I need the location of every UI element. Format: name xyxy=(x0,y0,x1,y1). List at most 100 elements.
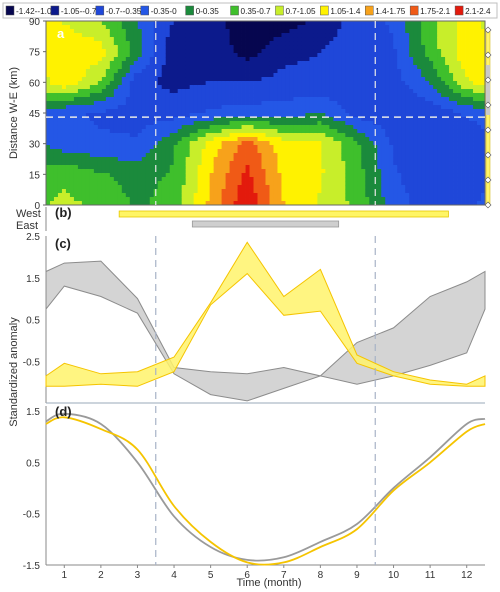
heatmap-cell xyxy=(337,173,342,178)
heatmap-cell xyxy=(333,193,338,198)
heatmap-cell xyxy=(69,69,75,74)
heatmap-cell xyxy=(69,149,75,154)
heatmap-cell xyxy=(421,57,426,62)
heatmap-cell xyxy=(221,57,226,62)
heatmap-cell xyxy=(297,173,302,178)
heatmap-cell xyxy=(161,113,167,118)
heatmap-cell xyxy=(289,165,294,170)
heatmap-cell xyxy=(53,153,59,158)
heatmap-cell xyxy=(289,185,294,190)
heatmap-cell xyxy=(161,69,167,74)
heatmap-cell xyxy=(329,65,334,70)
heatmap-cell xyxy=(213,137,219,142)
heatmap-cell xyxy=(337,129,342,134)
heatmap-cell xyxy=(421,105,426,110)
heatmap-cell xyxy=(217,161,222,166)
heatmap-cell xyxy=(401,129,406,134)
legend-swatch xyxy=(5,5,15,16)
heatmap-cell xyxy=(137,177,143,182)
heatmap-cell xyxy=(397,149,402,154)
heatmap-cell xyxy=(165,85,171,90)
heatmap-cell xyxy=(289,177,294,182)
heatmap-cell xyxy=(269,21,274,26)
heatmap-cell xyxy=(389,37,394,42)
heatmap-cell xyxy=(157,85,163,90)
heatmap-cell xyxy=(213,173,219,178)
heatmap-cell xyxy=(325,45,330,50)
heatmap-cell xyxy=(157,69,163,74)
heatmap-cell xyxy=(46,97,51,102)
heatmap-cell xyxy=(189,153,195,158)
heatmap-cell xyxy=(105,177,111,182)
heatmap-cell xyxy=(101,57,107,62)
heatmap-cell xyxy=(297,113,302,118)
heatmap-cell xyxy=(317,93,322,98)
heatmap-cell xyxy=(389,197,394,202)
heatmap-cell xyxy=(461,29,466,34)
heatmap-cell xyxy=(153,149,159,154)
heatmap-cell xyxy=(169,185,175,190)
heatmap-cell xyxy=(309,137,314,142)
heatmap-cell xyxy=(125,161,131,166)
heatmap-cell xyxy=(77,25,83,30)
heatmap-cell xyxy=(49,77,55,82)
heatmap-cell xyxy=(221,45,226,50)
heatmap-cell xyxy=(441,77,446,82)
heatmap-cell xyxy=(121,165,127,170)
heatmap-cell xyxy=(229,41,234,46)
heatmap-cell xyxy=(309,121,314,126)
heatmap-cell xyxy=(437,133,442,138)
heatmap-cell xyxy=(369,33,374,38)
heatmap-cell xyxy=(145,189,151,194)
heatmap-cell xyxy=(457,109,462,114)
heatmap-cell xyxy=(177,113,183,118)
heatmap-cell xyxy=(325,33,330,38)
heatmap-cell xyxy=(269,161,274,166)
heatmap-cell xyxy=(369,129,374,134)
heatmap-cell xyxy=(293,117,298,122)
heatmap-cell xyxy=(217,133,222,138)
heatmap-cell xyxy=(281,61,286,66)
heatmap-cell xyxy=(305,73,310,78)
heatmap-cell xyxy=(157,145,163,150)
heatmap-cell xyxy=(413,21,418,26)
heatmap-cell xyxy=(221,61,226,66)
heatmap-cell xyxy=(77,173,83,178)
heatmap-cell xyxy=(305,97,310,102)
heatmap-cell xyxy=(457,21,462,26)
heatmap-cell xyxy=(433,53,438,58)
heatmap-cell xyxy=(309,125,314,130)
heatmap-cell xyxy=(269,125,274,130)
heatmap-cell xyxy=(461,201,466,206)
heatmap-cell xyxy=(313,101,318,106)
heatmap-cell xyxy=(253,193,258,198)
heatmap-cell xyxy=(365,57,370,62)
heatmap-cell xyxy=(89,153,95,158)
heatmap-cell xyxy=(329,165,334,170)
heatmap-cell xyxy=(405,25,410,30)
heatmap-cell xyxy=(465,33,470,38)
heatmap-cell xyxy=(433,65,438,70)
heatmap-cell xyxy=(449,153,454,158)
heatmap-cell xyxy=(101,69,107,74)
heatmap-cell xyxy=(249,85,254,90)
heatmap-cell xyxy=(337,105,342,110)
heatmap-cell xyxy=(405,53,410,58)
heatmap-cell xyxy=(409,157,414,162)
heatmap-cell xyxy=(401,197,406,202)
heatmap-cell xyxy=(109,89,115,94)
heatmap-cell xyxy=(421,117,426,122)
heatmap-cell xyxy=(233,157,238,162)
heatmap-cell xyxy=(265,45,270,50)
heatmap-cell xyxy=(377,189,382,194)
heatmap-cell xyxy=(233,69,238,74)
heatmap-cell xyxy=(157,197,163,202)
heatmap-cell xyxy=(413,29,418,34)
heatmap-cell xyxy=(137,193,143,198)
heatmap-cell xyxy=(165,25,171,30)
heatmap-cell xyxy=(249,33,254,38)
heatmap-cell xyxy=(245,37,250,42)
heatmap-cell xyxy=(281,29,286,34)
heatmap-cell xyxy=(169,189,175,194)
heatmap-cell xyxy=(305,81,310,86)
